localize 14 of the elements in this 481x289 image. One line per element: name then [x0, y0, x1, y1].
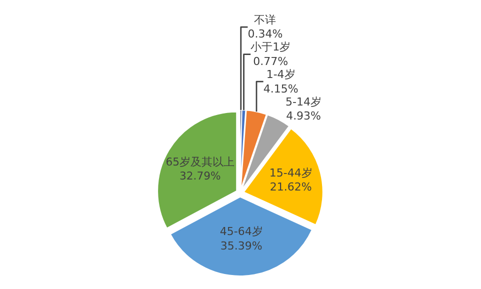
data-label: 4.93%	[286, 110, 322, 123]
slice-label: 5-14岁	[286, 95, 322, 108]
data-label: 4.15%	[263, 82, 298, 96]
slice-label: 不详	[254, 13, 276, 26]
slice-label: 小于1岁	[250, 40, 291, 54]
data-label: 0.77%	[253, 54, 288, 68]
slice-label: 65岁及其以上	[166, 155, 234, 168]
data-label: 0.34%	[248, 28, 283, 41]
data-label: 32.79%	[180, 170, 221, 183]
data-label: 35.39%	[220, 239, 262, 252]
slice-label: 1-4岁	[266, 68, 296, 81]
slice-label: 15-44岁	[269, 166, 312, 180]
data-label: 21.62%	[270, 180, 312, 194]
slice-label: 45-64岁	[220, 224, 263, 238]
